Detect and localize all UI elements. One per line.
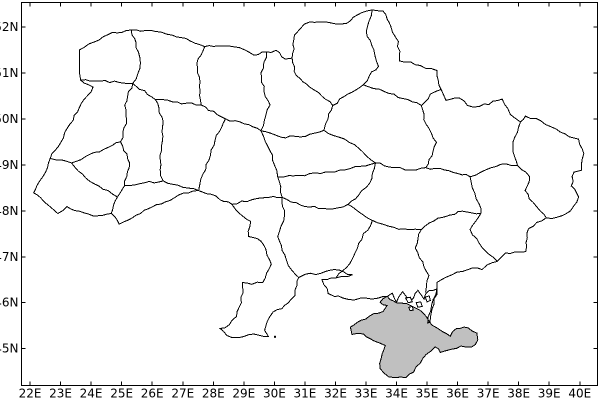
oblast-border (332, 84, 364, 106)
x-tick-label: 29E (232, 387, 255, 400)
x-tick-label: 32E (324, 387, 347, 400)
x-tick-label: 40E (568, 387, 591, 400)
oblast-border (120, 83, 134, 143)
sivash-islet (424, 295, 431, 303)
oblast-border (277, 162, 376, 178)
oblast-border (512, 121, 521, 166)
x-tick-label: 22E (19, 387, 42, 400)
oblast-border (420, 210, 481, 230)
oblast-border (362, 9, 380, 86)
oblast-border (132, 83, 202, 106)
oblast-border (335, 220, 373, 279)
axes-box (21, 2, 598, 386)
y-tick-label: 48N (0, 204, 19, 218)
x-tick-label: 26E (141, 387, 164, 400)
x-tick-label: 37E (477, 387, 500, 400)
oblast-border (200, 104, 262, 132)
x-tick-label: 23E (49, 387, 72, 400)
oblast-border (425, 167, 471, 178)
oblast-border (231, 195, 300, 278)
y-tick-label: 52N (0, 20, 19, 34)
y-tick-label: 47N (0, 250, 19, 264)
x-tick-label: 30E (263, 387, 286, 400)
oblast-border (363, 84, 442, 107)
x-tick-label: 31E (293, 387, 316, 400)
oblast-border (260, 130, 283, 198)
oblast-border (50, 157, 119, 214)
oblast-border (124, 180, 199, 192)
x-tick-label: 39E (538, 387, 561, 400)
x-tick-label: 36E (446, 387, 469, 400)
oblast-border (469, 176, 482, 214)
sivash-islet (415, 301, 423, 308)
snake-island-dot (274, 335, 276, 338)
oblast-border (347, 162, 376, 205)
crimea-region (349, 295, 479, 379)
sivash-islet (408, 305, 414, 312)
oblast-border (116, 141, 131, 198)
x-tick-label: 24E (80, 387, 103, 400)
oblast-border (291, 58, 334, 106)
oblast-border (260, 129, 325, 139)
oblast-border (198, 118, 226, 191)
x-tick-label: 27E (171, 387, 194, 400)
oblast-border (323, 129, 376, 164)
oblast-border (375, 162, 426, 171)
y-tick-label: 50N (0, 112, 19, 126)
oblast-border (517, 164, 547, 218)
oblast-border (71, 141, 121, 164)
oblast-border (372, 219, 422, 231)
sivash-islet (404, 296, 414, 304)
oblast-border (469, 163, 518, 178)
x-tick-label: 35E (416, 387, 439, 400)
oblast-border (420, 105, 438, 168)
y-tick-label: 45N (0, 342, 19, 356)
country-outline (33, 9, 585, 339)
oblast-border (80, 79, 133, 85)
x-tick-label: 38E (507, 387, 530, 400)
oblast-border (414, 229, 430, 293)
y-tick-label: 51N (0, 66, 19, 80)
oblast-border (323, 105, 334, 131)
oblast-border (260, 52, 271, 132)
y-tick-label: 49N (0, 158, 19, 172)
x-tick-label: 25E (110, 387, 133, 400)
x-tick-label: 33E (355, 387, 378, 400)
oblast-border (196, 46, 206, 106)
oblast-border (154, 99, 164, 182)
oblast-border (469, 213, 498, 262)
oblast-border (130, 30, 141, 84)
x-tick-label: 34E (385, 387, 408, 400)
x-tick-label: 28E (202, 387, 225, 400)
y-tick-label: 46N (0, 296, 19, 310)
oblast-border (282, 196, 373, 221)
